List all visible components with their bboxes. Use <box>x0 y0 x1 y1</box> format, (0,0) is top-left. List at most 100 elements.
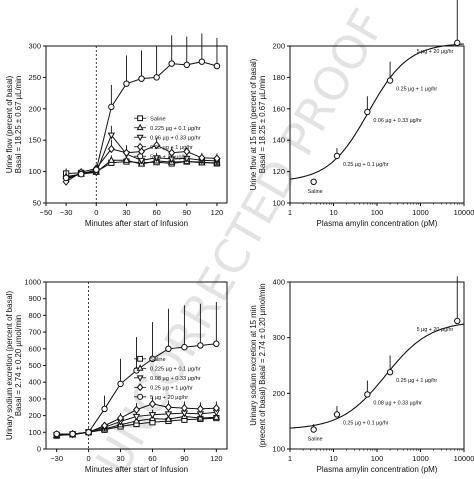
x-tick-label: 100 <box>371 454 384 463</box>
y-tick-label: 300 <box>28 42 41 51</box>
marker-diamond <box>153 141 161 150</box>
marker-circle <box>101 405 108 413</box>
data-point <box>310 426 317 433</box>
y-tick-label: 200 <box>28 104 41 113</box>
y-axis-label: Urinary sodium excretion (percent of bas… <box>5 291 14 440</box>
marker-triangle-up <box>212 413 221 420</box>
marker-circle <box>198 58 206 65</box>
y-tick-label: 100 <box>272 445 285 454</box>
marker-circle <box>213 340 220 348</box>
y-tick-label: 500 <box>28 361 41 370</box>
data-point-group: Saline <box>308 423 323 443</box>
marker-diamond <box>136 383 144 392</box>
y-tick-label: 250 <box>28 73 41 82</box>
marker-triangle-down <box>164 411 173 419</box>
marker-diamond <box>107 144 115 154</box>
data-point <box>386 77 394 84</box>
marker-triangle-down <box>132 413 141 421</box>
fit-curve <box>289 43 465 180</box>
marker-circle <box>77 170 85 178</box>
x-tick-label: 1 <box>288 454 292 463</box>
marker-triangle-up <box>164 415 173 422</box>
marker-diamond <box>101 421 109 430</box>
y-tick-label: 300 <box>28 394 41 403</box>
marker-triangle-down <box>167 156 176 164</box>
x-tick-label: −50 <box>40 208 53 217</box>
data-point-group: 0.25 µg + 0.1 µg/hr <box>333 406 389 426</box>
marker-triangle-down <box>183 155 191 163</box>
marker-triangle-up <box>107 156 116 163</box>
x-tick-label: 100 <box>371 208 384 217</box>
marker-circle <box>165 345 172 353</box>
y-tick-label: 180 <box>272 73 285 82</box>
marker-circle <box>181 343 188 351</box>
marker-circle <box>53 430 60 438</box>
y-tick-label: 50 <box>33 199 41 208</box>
marker-triangle-down <box>136 134 144 142</box>
x-tick-label: 10 <box>329 454 337 463</box>
y-tick-label: 100 <box>28 428 41 437</box>
marker-diamond <box>180 403 188 413</box>
y-axis-label: Urine flow (percent of basal) <box>5 75 14 173</box>
series <box>62 33 221 182</box>
point-label: 5 µg + 20 µg/hr <box>417 327 454 333</box>
series <box>62 137 221 186</box>
panel-A: −50 −30 0 30 60 90 120 50 100 150 200 250 300 Minutes… <box>5 33 228 228</box>
data-point-group: 0.25 µg + 1 µg/hr <box>386 61 437 93</box>
marker-diamond <box>213 154 221 163</box>
legend: Saline 0.225 µg + 0.1 µg/hr 0.06 µg + 0.33… <box>134 115 201 161</box>
x-tick-label: 90 <box>183 208 191 217</box>
y-tick-label: 1000 <box>24 278 41 287</box>
marker-diamond <box>122 148 130 157</box>
marker-circle <box>168 60 175 67</box>
legend-label: 5 µg + 20 µg/hr <box>150 395 188 401</box>
x-tick-label: 120 <box>210 454 223 463</box>
data-point <box>333 152 341 160</box>
x-tick-label: 30 <box>116 454 124 463</box>
x-tick-label: 0 <box>94 208 98 217</box>
y-axis-label: Basal = 18.25 ± 0.67 µL/min <box>14 76 23 173</box>
marker-diamond <box>183 147 191 156</box>
data-point <box>310 178 317 186</box>
y-tick-label: 140 <box>272 136 285 145</box>
data-point <box>386 368 394 376</box>
x-tick-label: 1000 <box>412 454 429 463</box>
point-label: Saline <box>308 189 323 195</box>
x-tick-label: −30 <box>60 208 73 217</box>
point-label: 0.25 µg + 1 µg/hr <box>396 378 437 384</box>
data-point-group: 0.08 µg + 0.33 µg/hr <box>364 380 422 406</box>
marker-circle <box>213 62 221 70</box>
point-label: 0.08 µg + 0.33 µg/hr <box>373 400 422 406</box>
data-point-group: Saline <box>308 178 323 195</box>
marker-square <box>137 355 144 362</box>
data-point <box>454 39 461 47</box>
panel-D: 1 10 100 1000 10000 100 200 300 400 Plasma amylin… <box>249 276 474 474</box>
marker-circle <box>85 429 92 436</box>
x-tick-label: 10000 <box>454 208 474 217</box>
marker-triangle-up <box>136 123 144 131</box>
data-point-group: 5 µg + 20 µg/hr <box>417 276 461 333</box>
point-label: Saline <box>308 437 323 443</box>
marker-triangle-down <box>148 412 157 419</box>
marker-circle <box>149 355 156 363</box>
x-axis-label: Plasma amylin concentration (pM) <box>317 219 438 228</box>
marker-circle <box>137 393 144 400</box>
marker-diamond <box>132 405 141 414</box>
y-tick-label: 200 <box>272 42 285 51</box>
y-tick-label: 300 <box>272 333 285 342</box>
marker-diamond <box>117 413 125 423</box>
y-tick-label: 600 <box>28 344 41 353</box>
x-tick-label: 120 <box>211 208 224 217</box>
x-tick-label: 60 <box>148 454 156 463</box>
data-point-group: 0.06 µg + 0.33 µg/hr <box>364 96 422 124</box>
watermark: UNCORRECTED PROOF <box>85 0 395 479</box>
y-axis-label: Basal = 18.25 ± 0.67 µL/min <box>258 76 267 173</box>
x-tick-label: 1 <box>288 208 292 217</box>
marker-circle <box>69 430 76 438</box>
point-label: 0.25 µg + 1 µg/hr <box>396 87 437 93</box>
marker-diamond <box>164 403 172 412</box>
legend-label: Saline <box>150 117 166 123</box>
data-point <box>333 411 341 418</box>
marker-square <box>137 115 144 122</box>
